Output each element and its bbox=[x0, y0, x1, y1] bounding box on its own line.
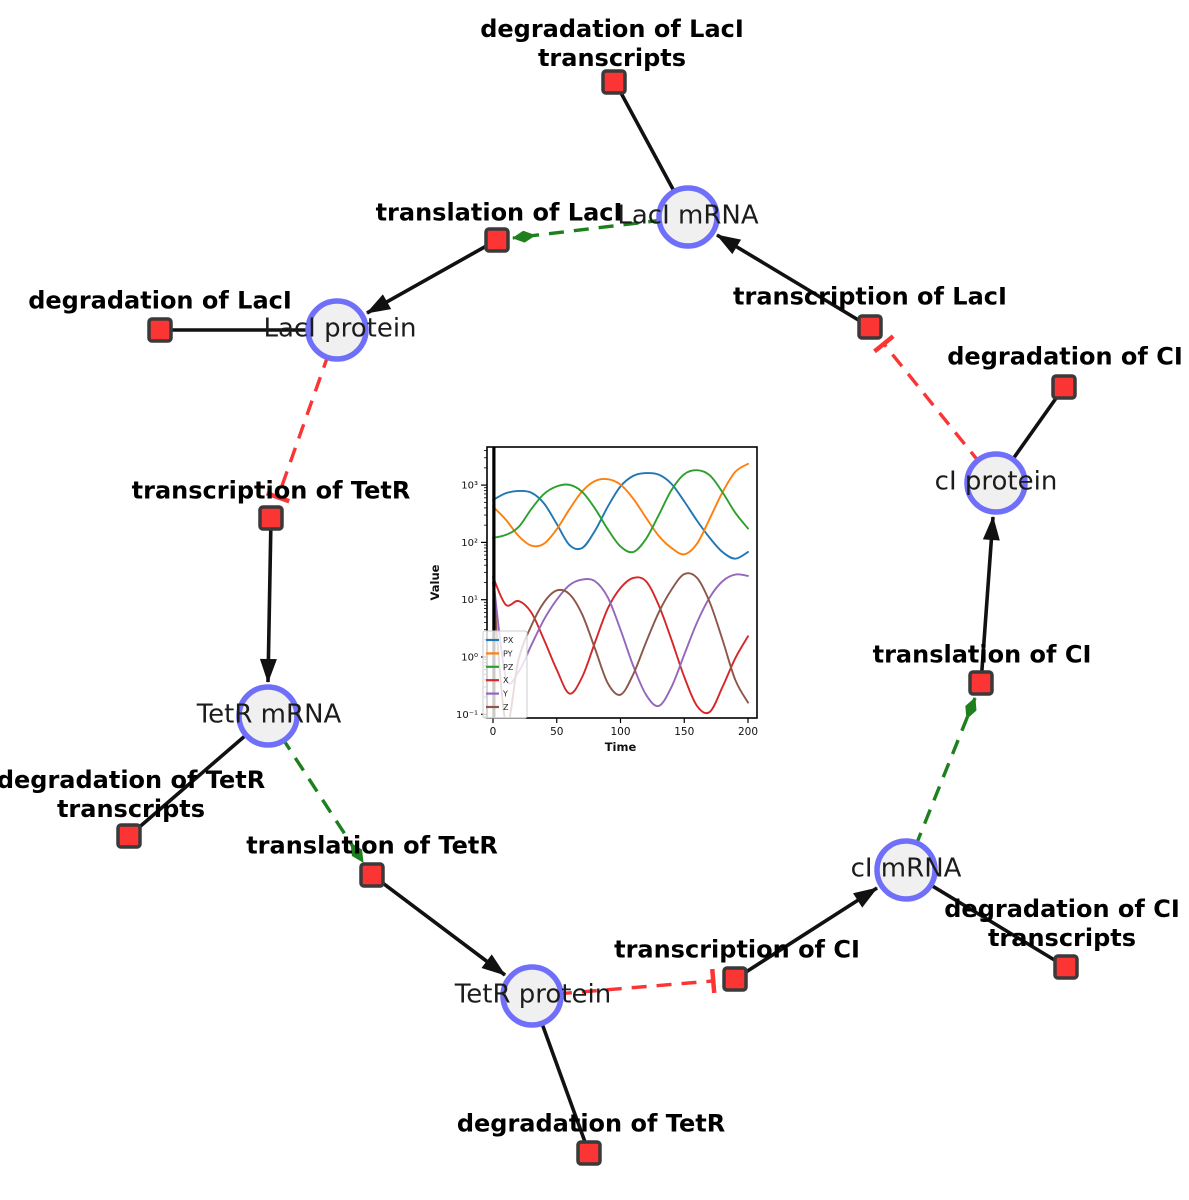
species-node-tetr-protein bbox=[500, 964, 564, 1028]
species-node-tetr-mrna bbox=[236, 684, 300, 748]
reaction-node-translation-laci bbox=[484, 227, 510, 253]
svg-text:200: 200 bbox=[738, 726, 758, 738]
degradation-tetr-transcripts-label: degradation of TetR transcripts bbox=[0, 766, 266, 823]
species-node-ci-protein bbox=[964, 451, 1028, 515]
degradation-ci-transcripts-label: degradation of CI transcripts bbox=[944, 895, 1180, 952]
svg-text:10²: 10² bbox=[461, 538, 478, 549]
transcription-ci-label: transcription of CI bbox=[614, 935, 860, 964]
y-axis-label: Value bbox=[428, 564, 442, 600]
series-PZ bbox=[492, 469, 749, 554]
ci-mrna-label: cI mRNA bbox=[850, 853, 962, 884]
ci-protein-label: cI protein bbox=[934, 466, 1058, 497]
tetr-mrna-label: TetR mRNA bbox=[196, 699, 342, 730]
reaction-node-transcription-laci bbox=[857, 314, 883, 340]
species-node-laci-protein bbox=[305, 298, 369, 362]
tetr-protein-label: TetR protein bbox=[454, 979, 612, 1010]
edge-translation-laci-to-laci-protein bbox=[366, 238, 498, 315]
series-PX bbox=[492, 472, 749, 560]
svg-text:X: X bbox=[503, 676, 509, 685]
series-Z bbox=[492, 572, 749, 718]
svg-text:100: 100 bbox=[610, 726, 630, 738]
edge-transcription-laci-to-laci-mrna bbox=[716, 233, 871, 329]
reaction-node-translation-ci bbox=[968, 670, 994, 696]
x-axis-label: Time bbox=[605, 740, 637, 754]
reaction-node-degradation-laci bbox=[147, 317, 173, 343]
svg-text:PX: PX bbox=[503, 636, 514, 645]
degradation-tetr-label: degradation of TetR bbox=[456, 1109, 726, 1138]
translation-ci-label: translation of CI bbox=[872, 640, 1092, 669]
chart-series bbox=[492, 447, 749, 718]
series-PY bbox=[492, 462, 749, 556]
svg-text:50: 50 bbox=[550, 726, 563, 738]
edge-transcription-tetr-to-tetr-mrna bbox=[259, 517, 277, 683]
degradation-laci-transcripts-label: degradation of LacI transcripts bbox=[480, 15, 744, 72]
degradation-ci-label: degradation of CI bbox=[947, 342, 1183, 371]
svg-text:10⁻¹: 10⁻¹ bbox=[456, 710, 478, 721]
edge-translation-tetr-to-tetr-protein bbox=[370, 873, 507, 977]
laci-protein-label: LacI protein bbox=[263, 313, 417, 344]
transcription-laci-label: transcription of LacI bbox=[733, 282, 1007, 311]
degradation-laci-label: degradation of LacI bbox=[28, 286, 292, 315]
svg-text:150: 150 bbox=[674, 726, 694, 738]
svg-text:0: 0 bbox=[490, 726, 497, 738]
svg-text:PZ: PZ bbox=[503, 663, 514, 672]
svg-text:10¹: 10¹ bbox=[461, 595, 478, 606]
x-axis: 0 50 100 150 200 bbox=[490, 718, 758, 738]
chart-legend: PX PY PZ XYZ bbox=[482, 630, 528, 719]
svg-text:10³: 10³ bbox=[461, 481, 478, 492]
species-node-ci-mrna bbox=[874, 838, 938, 902]
reaction-node-translation-tetr bbox=[359, 862, 385, 888]
reaction-node-degradation-laci-transcripts bbox=[601, 69, 627, 95]
edge-transcription-ci-to-ci-mrna bbox=[734, 886, 878, 981]
svg-text:PY: PY bbox=[503, 649, 513, 658]
translation-laci-label: translation of LacI bbox=[375, 198, 623, 227]
translation-tetr-label: translation of TetR bbox=[246, 831, 498, 860]
laci-mrna-label: LacI mRNA bbox=[617, 200, 759, 231]
reaction-node-transcription-tetr bbox=[258, 505, 284, 531]
svg-text:Y: Y bbox=[502, 690, 508, 699]
edge-translation-ci-to-ci-protein bbox=[979, 516, 1000, 684]
reaction-node-degradation-tetr-transcripts bbox=[116, 823, 142, 849]
reaction-node-transcription-ci bbox=[722, 966, 748, 992]
reaction-node-degradation-ci bbox=[1051, 374, 1077, 400]
svg-text:10⁰: 10⁰ bbox=[461, 653, 478, 664]
y-axis: 10³ 10² 10¹ 10⁰ 10⁻¹ bbox=[456, 450, 487, 721]
inset-chart-svg: 10³ 10² 10¹ 10⁰ 10⁻¹ 0 50 100 150 200 PX PY PZ XYZ Tim… bbox=[428, 446, 758, 754]
reaction-node-degradation-ci-transcripts bbox=[1053, 954, 1079, 980]
series-Y bbox=[492, 573, 749, 708]
species-node-laci-mrna bbox=[656, 185, 720, 249]
svg-text:Z: Z bbox=[503, 703, 509, 712]
reaction-node-degradation-tetr bbox=[576, 1140, 602, 1166]
transcription-tetr-label: transcription of TetR bbox=[131, 476, 411, 505]
